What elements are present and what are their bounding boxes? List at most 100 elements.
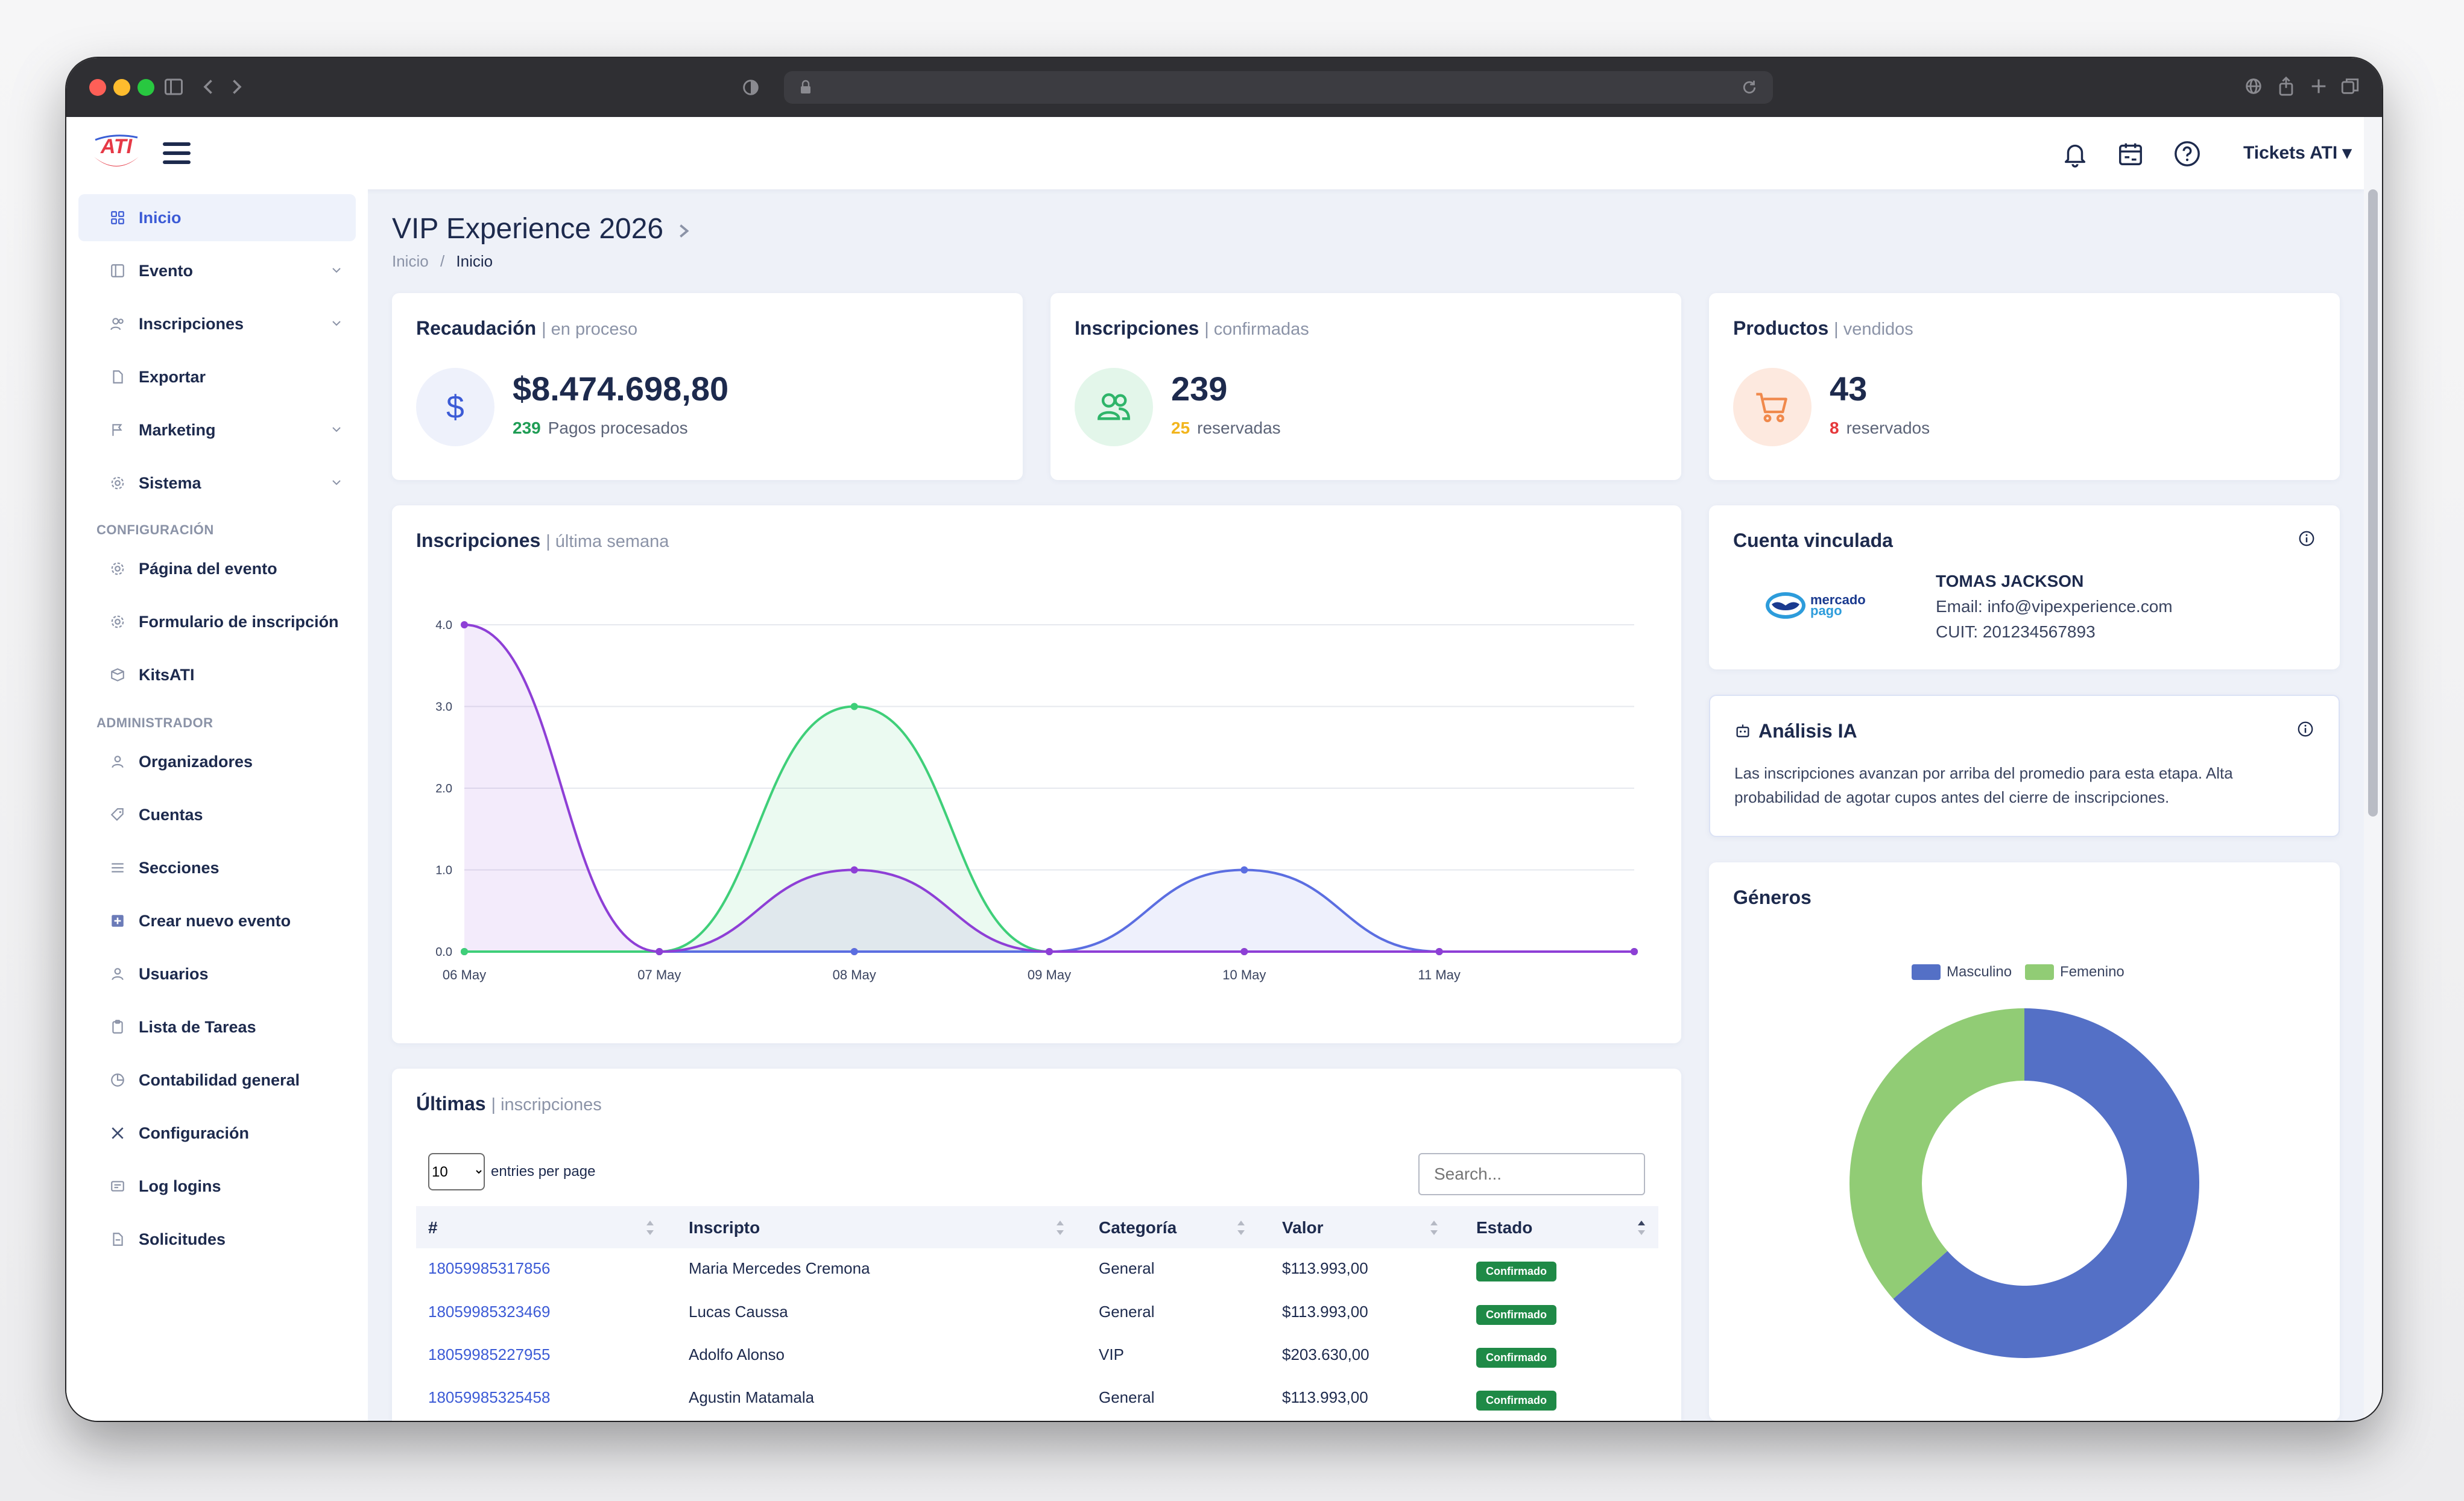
data-point	[1046, 948, 1053, 955]
reader-icon[interactable]	[741, 77, 761, 98]
sidebar-item-label: Página del evento	[139, 559, 277, 578]
sidebar-item-inscripciones[interactable]: Inscripciones	[78, 300, 356, 347]
series-line-2	[464, 868, 1634, 953]
sidebar-item-secciones[interactable]: Secciones	[78, 844, 356, 891]
sidebar-item-kitsati[interactable]: KitsATI	[78, 651, 356, 698]
page-size-select[interactable]: 10	[428, 1153, 485, 1190]
tab-overview-icon[interactable]	[2340, 76, 2360, 96]
list-icon	[112, 863, 124, 873]
sidebar-item-marketing[interactable]: Marketing	[78, 406, 356, 453]
calendar-icon[interactable]	[2117, 140, 2144, 168]
legend-masculino[interactable]: Masculino	[1947, 964, 2012, 980]
categoria: General	[1099, 1259, 1155, 1277]
browser-toolbar	[66, 58, 2382, 117]
sidebar-item-formulario[interactable]: Formulario de inscripción	[78, 598, 356, 645]
column-header-valor[interactable]: Valor	[1282, 1218, 1324, 1237]
donut-slice-masculino[interactable]	[1893, 1008, 2199, 1358]
pagos-count: 239	[513, 419, 541, 437]
inscripcion-id-link[interactable]: 18059985323469	[428, 1303, 551, 1321]
donut-slice-femenino[interactable]	[1850, 1008, 2024, 1299]
sidebar-item-evento[interactable]: Evento	[78, 247, 356, 294]
sidebar-item-log-logins[interactable]: Log logins	[78, 1163, 356, 1210]
sidebar-item-exportar[interactable]: Exportar	[78, 353, 356, 400]
ati-logo[interactable]: ATI	[90, 133, 142, 172]
browser-window: ATI Tickets ATI ▾ Inicio Evento Inscripc…	[66, 58, 2382, 1421]
minimize-window-button[interactable]	[113, 79, 130, 96]
back-icon[interactable]	[198, 76, 220, 98]
sidebar-item-usuarios[interactable]: Usuarios	[78, 950, 356, 997]
scrollbar-thumb[interactable]	[2368, 189, 2378, 817]
productos-card: Productos | vendidos 43 8 reservados	[1709, 293, 2340, 480]
sort-icon[interactable]	[1236, 1218, 1246, 1237]
table-row[interactable]: 18059985323469 Lucas Caussa General $113…	[416, 1292, 1658, 1334]
card-title: Inscripciones | última semana	[416, 529, 669, 552]
sidebar-item-contabilidad[interactable]: Contabilidad general	[78, 1057, 356, 1104]
table-row[interactable]: 18059985325458 Agustin Matamala General …	[416, 1377, 1658, 1420]
breadcrumb-separator: /	[440, 252, 445, 270]
column-header-id[interactable]: #	[428, 1218, 438, 1237]
help-icon[interactable]	[2173, 140, 2201, 168]
forward-icon[interactable]	[226, 76, 247, 98]
mercadopago-logo: mercado pago	[1764, 590, 1897, 638]
user-menu[interactable]: Tickets ATI ▾	[2243, 143, 2352, 163]
close-window-button[interactable]	[89, 79, 106, 96]
pagos-label: Pagos procesados	[548, 419, 688, 437]
table-row[interactable]: 18059985317856 Maria Mercedes Cremona Ge…	[416, 1248, 1658, 1291]
column-header-categoria[interactable]: Categoría	[1099, 1218, 1177, 1237]
menu-toggle-button[interactable]	[163, 142, 191, 164]
inscripcion-id-link[interactable]: 18059985317856	[428, 1259, 551, 1277]
breadcrumb-home-link[interactable]: Inicio	[392, 252, 429, 270]
productos-value: 43	[1830, 370, 1868, 408]
sidebar-item-solicitudes[interactable]: Solicitudes	[78, 1216, 356, 1263]
ultimas-inscripciones-card: Últimas | inscripciones 10 entries per p…	[392, 1069, 1681, 1421]
inscripcion-id-link[interactable]: 18059985227955	[428, 1345, 551, 1364]
column-header-inscripto[interactable]: Inscripto	[689, 1218, 760, 1237]
page-scrollbar[interactable]	[2364, 117, 2382, 1421]
cuenta-nombre: TOMAS JACKSON	[1936, 572, 2084, 590]
card-title: Últimas | inscripciones	[416, 1093, 602, 1115]
data-point	[461, 621, 468, 628]
extensions-icon[interactable]	[2243, 76, 2264, 96]
y-tick-label: 0.0	[435, 946, 452, 959]
sidebar-item-pagina-evento[interactable]: Página del evento	[78, 545, 356, 592]
sort-icon[interactable]	[1637, 1218, 1646, 1237]
sidebar-item-sistema[interactable]: Sistema	[78, 460, 356, 507]
sort-icon[interactable]	[1429, 1218, 1439, 1237]
sort-icon[interactable]	[645, 1218, 655, 1237]
sort-icon[interactable]	[1055, 1218, 1065, 1237]
sidebar-item-label: Contabilidad general	[139, 1070, 300, 1089]
inscripciones-chart-card: Inscripciones | última semana 4.0 3.0 2.0 1…	[392, 505, 1681, 1043]
card-subtitle: | en proceso	[542, 320, 638, 339]
sidebar-item-inicio[interactable]: Inicio	[78, 194, 356, 241]
sidebar-item-crear-evento[interactable]: Crear nuevo evento	[78, 897, 356, 944]
info-icon[interactable]	[2296, 720, 2314, 738]
inscripciones-value: 239	[1171, 370, 1228, 408]
notifications-bell-icon[interactable]	[2061, 140, 2089, 168]
inscripcion-id-link[interactable]: 18059985325458	[428, 1388, 551, 1406]
sidebar-item-configuracion[interactable]: Configuración	[78, 1110, 356, 1157]
share-icon[interactable]	[2276, 75, 2296, 98]
legend-femenino[interactable]: Femenino	[2060, 964, 2124, 980]
table-search-input[interactable]	[1418, 1153, 1645, 1195]
column-header-estado[interactable]: Estado	[1476, 1218, 1533, 1237]
recaudacion-value: $8.474.698,80	[513, 370, 729, 408]
sidebar-item-cuentas[interactable]: Cuentas	[78, 791, 356, 838]
reload-icon[interactable]	[1740, 78, 1758, 96]
sidebar-item-tareas[interactable]: Lista de Tareas	[78, 1003, 356, 1051]
x-tick-label: 09 May	[1028, 967, 1071, 982]
user-icon	[112, 968, 124, 981]
valor: $113.993,00	[1282, 1303, 1368, 1321]
maximize-window-button[interactable]	[137, 79, 154, 96]
info-icon[interactable]	[2298, 529, 2316, 548]
sidebar-item-organizadores[interactable]: Organizadores	[78, 738, 356, 785]
inscripto-name: Adolfo Alonso	[689, 1345, 785, 1364]
new-tab-icon[interactable]	[2308, 76, 2329, 96]
address-bar[interactable]	[784, 71, 1773, 104]
data-point	[850, 703, 858, 710]
table-row[interactable]: 18059985227955 Adolfo Alonso VIP $203.63…	[416, 1335, 1658, 1377]
inscripciones-detail: 25 reservadas	[1171, 419, 1281, 438]
pie-chart-icon	[111, 1073, 124, 1087]
sidebar-toggle-icon[interactable]	[163, 76, 185, 98]
inscripciones-card: Inscripciones | confirmadas 239 25 reserv…	[1050, 293, 1681, 480]
card-subtitle: | confirmadas	[1204, 320, 1309, 339]
